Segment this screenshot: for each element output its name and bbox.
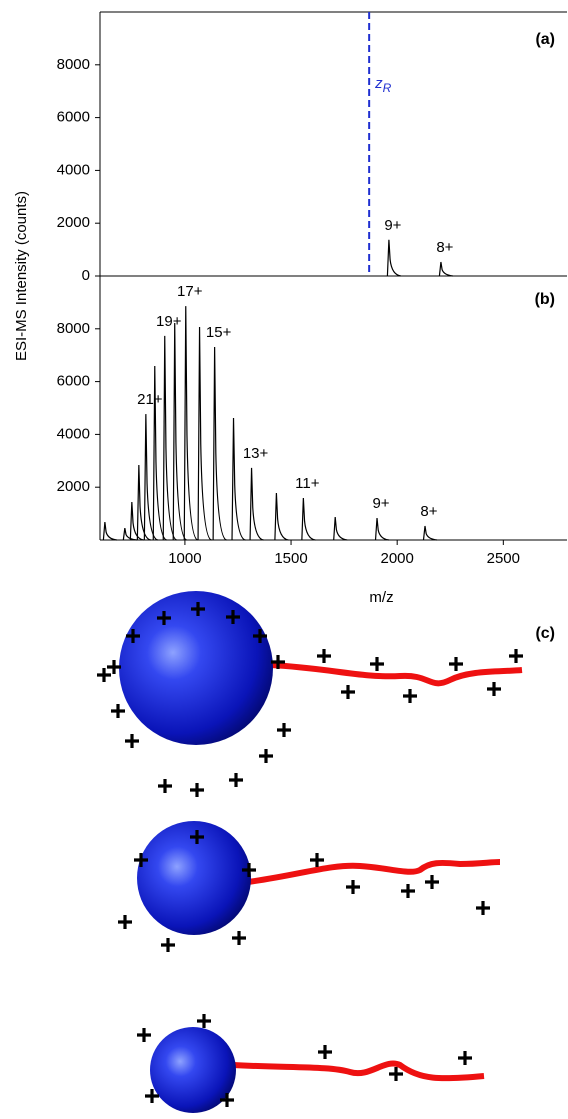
diagram	[95, 591, 525, 1113]
peak	[152, 366, 168, 541]
peak	[301, 497, 316, 541]
sphere	[150, 1027, 236, 1113]
peak	[422, 525, 438, 541]
chain	[247, 859, 501, 885]
peak-label: 8+	[436, 239, 453, 256]
peak	[274, 492, 289, 541]
reference-label: zR	[374, 75, 392, 95]
peak	[249, 467, 264, 541]
x-tick-label: 2500	[487, 550, 520, 567]
peak	[102, 521, 117, 541]
peak-label: 11+	[295, 475, 320, 492]
panel-label: (c)	[535, 625, 555, 642]
chain	[269, 662, 523, 687]
peak	[212, 347, 227, 541]
sphere	[137, 821, 251, 935]
x-tick-label: 1500	[274, 550, 307, 567]
peak-label: 15+	[206, 324, 232, 341]
y-tick-label: 0	[82, 267, 90, 284]
peak-label: 8+	[420, 503, 437, 520]
y-tick-label: 2000	[57, 478, 90, 495]
label-main: z	[374, 75, 383, 92]
y-tick-label: 4000	[57, 425, 90, 442]
x-tick-label: 2000	[380, 550, 413, 567]
peak	[231, 418, 246, 541]
peak	[183, 306, 199, 541]
y-tick-label: 2000	[57, 214, 90, 231]
peak	[374, 518, 390, 541]
peak	[122, 528, 137, 541]
peak	[386, 239, 402, 277]
peak-label: 17+	[177, 283, 203, 300]
y-axis-label: ESI-MS Intensity (counts)	[13, 191, 30, 361]
peak	[333, 516, 348, 541]
y-tick-label: 8000	[57, 56, 90, 73]
y-tick-label: 8000	[57, 320, 90, 337]
peak-label: 21+	[137, 391, 163, 408]
peak-label: 9+	[384, 217, 401, 234]
panel-label: (b)	[535, 291, 555, 308]
label-subscript: R	[383, 81, 392, 95]
peak	[197, 326, 212, 541]
peak	[136, 465, 152, 541]
x-axis-label: m/z	[369, 589, 393, 606]
y-tick-label: 6000	[57, 373, 90, 390]
peak	[438, 261, 453, 277]
peak-label: 9+	[372, 495, 389, 512]
peak	[129, 501, 144, 541]
x-tick-label: 1000	[168, 550, 201, 567]
peak-label: 19+	[156, 313, 182, 330]
peak-label: 13+	[243, 445, 269, 462]
peak	[162, 335, 178, 541]
chain	[232, 1060, 485, 1082]
y-tick-label: 6000	[57, 109, 90, 126]
panel-label: (a)	[535, 31, 555, 48]
peak	[143, 414, 159, 541]
y-tick-label: 4000	[57, 161, 90, 178]
sphere	[119, 591, 273, 745]
